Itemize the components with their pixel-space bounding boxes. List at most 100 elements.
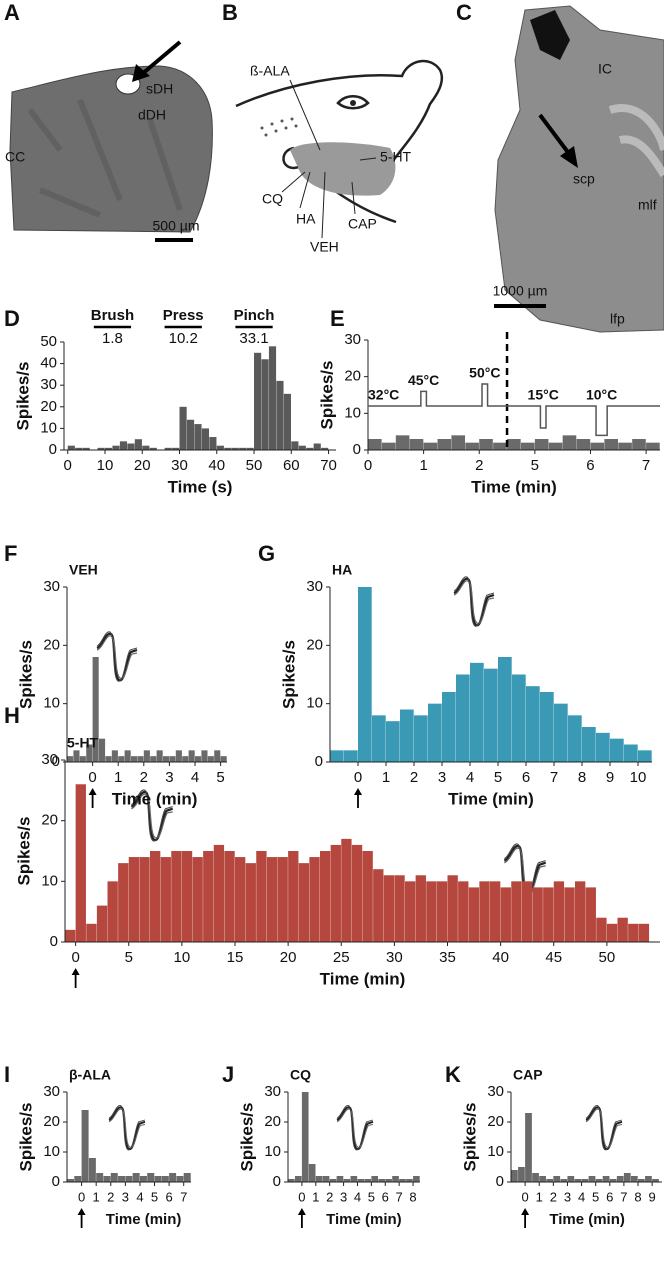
y-tick-label: 30 (264, 1083, 281, 1100)
y-tick-label: 20 (40, 398, 57, 415)
bar (428, 703, 442, 762)
drug-label: CAP (348, 216, 377, 232)
x-tick-label: 50 (246, 457, 263, 474)
bar (118, 863, 129, 942)
panel-b: B ß-ALA 5-HT CQ HA VEH CAP (222, 0, 444, 255)
panel-letter: A (4, 0, 20, 25)
bar (451, 435, 466, 450)
bar (301, 1092, 309, 1182)
x-tick-label: 15 (227, 949, 244, 966)
bar (479, 881, 490, 942)
panel-a: A sDH dDH CC 500 µm (4, 0, 213, 242)
x-tick-label: 7 (642, 457, 650, 474)
chart-title: CAP (513, 1067, 543, 1083)
y-tick-label: 0 (496, 1173, 504, 1190)
bar (532, 887, 543, 942)
bar (142, 445, 150, 450)
stimulus-label: Press (163, 307, 204, 324)
bar (139, 1176, 147, 1182)
bar (646, 442, 660, 450)
bar (630, 1176, 638, 1182)
bar (465, 442, 479, 450)
x-tick-label: 60 (283, 457, 300, 474)
x-tick-label: 4 (466, 769, 474, 786)
pupil (350, 100, 356, 106)
bar (567, 1176, 575, 1182)
bar (97, 447, 105, 450)
x-tick-label: 6 (522, 769, 530, 786)
temperature-label: 45°C (408, 372, 439, 388)
x-tick-label: 5 (368, 1189, 375, 1204)
bar (548, 442, 563, 450)
bar (127, 443, 135, 450)
bar (442, 692, 456, 762)
bar (394, 875, 405, 942)
bar (590, 442, 605, 450)
bar (351, 844, 363, 942)
arrow-head (132, 64, 150, 82)
x-tick-label: 0 (64, 457, 72, 474)
x-tick-label: 5 (125, 949, 133, 966)
injection-arrow-head (88, 788, 97, 795)
y-tick-label: 20 (41, 812, 58, 829)
bar (86, 923, 97, 942)
bar (139, 857, 150, 942)
drug-label: 5-HT (380, 149, 412, 165)
bar (124, 750, 131, 762)
bar (103, 1176, 111, 1182)
temperature-label: 32°C (368, 387, 399, 403)
y-axis-label: Spikes/s (13, 362, 32, 431)
bar (447, 875, 458, 942)
x-tick-label: 9 (649, 1189, 656, 1204)
y-tick-label: 10 (43, 695, 60, 712)
y-tick-label: 20 (264, 1113, 281, 1130)
y-tick-label: 20 (487, 1113, 504, 1130)
bar (562, 435, 577, 450)
bar (628, 923, 639, 942)
bar (82, 447, 90, 450)
bar (112, 445, 120, 450)
bar (169, 756, 176, 762)
x-tick-label: 0 (354, 769, 362, 786)
bar (568, 715, 582, 762)
y-tick-label: 10 (40, 419, 57, 436)
bar (372, 715, 386, 762)
x-tick-label: 2 (550, 1189, 557, 1204)
x-axis-label: Time (s) (168, 477, 233, 496)
bar (415, 875, 426, 942)
bar (500, 887, 511, 942)
bar (203, 851, 214, 942)
x-tick-label: 0 (298, 1189, 305, 1204)
injection-arrow-head (297, 1208, 306, 1215)
x-tick-label: 2 (326, 1189, 333, 1204)
bar (617, 917, 628, 942)
x-tick-label: 40 (208, 457, 225, 474)
bar (632, 439, 646, 450)
x-tick-label: 0 (521, 1189, 528, 1204)
bar (313, 443, 321, 450)
bar (220, 756, 227, 762)
x-tick-label: 50 (599, 949, 616, 966)
bar (414, 715, 428, 762)
bar (224, 447, 232, 450)
region-label: dDH (138, 107, 166, 123)
bar (623, 1173, 631, 1182)
y-tick-label: 0 (353, 441, 361, 458)
bar (266, 857, 278, 942)
bar (554, 703, 568, 762)
bar (104, 447, 113, 450)
bar (164, 447, 172, 450)
bar (156, 750, 163, 762)
bar (423, 442, 438, 450)
tissue-image (9, 65, 213, 233)
temperature-label: 50°C (469, 365, 500, 381)
x-axis-label: Time (min) (112, 789, 198, 808)
bar (406, 1179, 413, 1182)
waveform-inset (335, 1104, 375, 1152)
waveform-inset (584, 1104, 624, 1151)
bar (131, 756, 138, 762)
y-tick-label: 20 (43, 636, 60, 653)
x-tick-label: 6 (166, 1189, 173, 1204)
